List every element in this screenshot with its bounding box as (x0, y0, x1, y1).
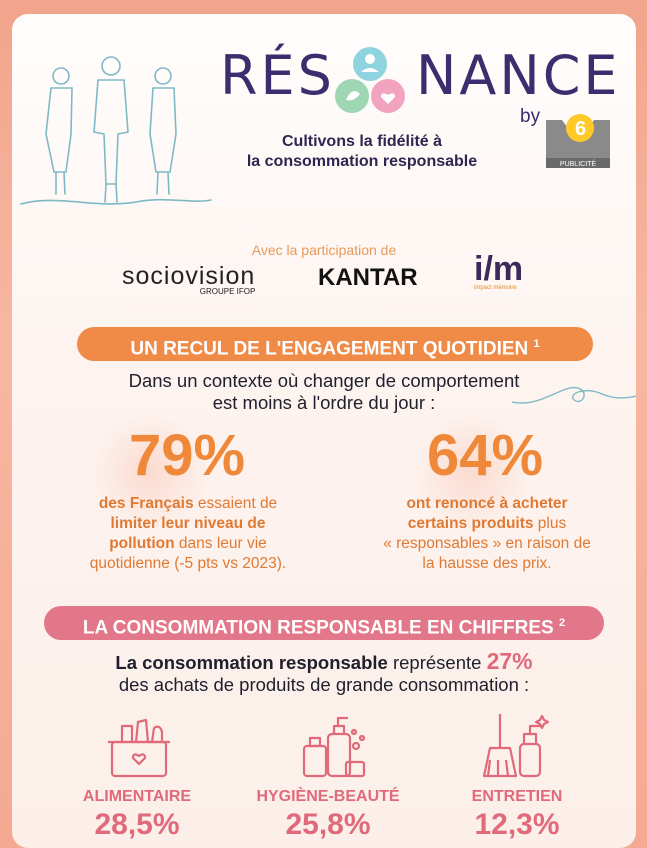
cosmetics-icon (302, 716, 366, 778)
infographic-card: RÉS NANCE by 6 PUBLICITÉ Cultivons la fi… (12, 14, 636, 848)
tagline-line-2: la consommation responsable (246, 153, 478, 170)
section2-intro: La consommation responsable représente 2… (32, 650, 616, 696)
sociovision-text-b: vision (185, 262, 256, 290)
section2-total-pct: 27% (486, 648, 533, 674)
section2-line1-rest: représente (387, 652, 487, 673)
stat1-value: 79% (128, 423, 246, 488)
category-value-cleaning: 12,3% (474, 808, 560, 841)
glow-left (90, 412, 210, 532)
section1-note: 1 (533, 338, 540, 350)
stat1-description: des Français essaient de limiter leur ni… (50, 494, 326, 574)
cleaning-broom-icon (482, 714, 550, 778)
glow-right (412, 412, 532, 532)
sociovision-text-a: socio (122, 262, 186, 290)
svg-text:6: 6 (575, 118, 586, 140)
sociovision-sub: GROUPE IFOP (199, 287, 256, 296)
stat2-line2-bold: certains produits (407, 515, 534, 532)
brand-badge-text: PUBLICITÉ (560, 159, 597, 168)
stat1-line3-rest: dans leur vie (174, 535, 267, 552)
by-label: by (520, 106, 541, 127)
category-label-cleaning: ENTRETIEN (471, 788, 563, 805)
resonance-logo-icon (335, 47, 405, 113)
stat2-value: 64% (426, 423, 544, 488)
im-text: i/m (474, 250, 524, 288)
logo-text-left: RÉS (220, 44, 335, 107)
section2-title: LA CONSOMMATION RESPONSABLE EN CHIFFRES (82, 617, 554, 639)
stat2-line4: la hausse des prix. (422, 555, 552, 572)
section2-line2: des achats de produits de grande consomm… (118, 674, 530, 695)
stat2-line3: « responsables » en raison de (383, 535, 591, 552)
stat1-line1-bold: des Français (98, 495, 194, 512)
category-label-food: ALIMENTAIRE (82, 788, 192, 805)
kantar-logo: KANTAR (318, 264, 418, 291)
participation-label: Avec la participation de (251, 242, 397, 258)
im-sub: impact mémoire (474, 285, 517, 291)
m6-publicite-logo: 6 PUBLICITÉ (546, 114, 610, 168)
category-value-food: 28,5% (94, 808, 180, 841)
logo-text-right: NANCE (416, 44, 621, 107)
stat2-line2-rest: plus (533, 515, 567, 532)
stat2-line1: ont renoncé à acheter (406, 495, 568, 512)
stat1-line2: limiter leur niveau de (110, 515, 266, 532)
stat1-line1-rest: essaient de (193, 495, 278, 512)
family-illustration (20, 56, 212, 205)
category-label-hygiene: HYGIÈNE-BEAUTÉ (256, 788, 400, 805)
decorative-swirl (512, 386, 636, 404)
grocery-basket-icon (108, 718, 170, 778)
stat2-description: ont renoncé à acheter certains produits … (356, 494, 618, 574)
category-value-hygiene: 25,8% (285, 808, 371, 841)
tagline: Cultivons la fidélité à la consommation … (202, 132, 522, 172)
section1-title: UN RECUL DE L'ENGAGEMENT QUOTIDIEN (130, 338, 529, 360)
tagline-line-1: Cultivons la fidélité à (281, 133, 443, 150)
section2-note: 2 (558, 617, 566, 629)
section1-banner: UN RECUL DE L'ENGAGEMENT QUOTIDIEN 1 (77, 327, 593, 361)
section1-intro-line-2: est moins à l'ordre du jour : (212, 392, 436, 413)
stat1-line3-bold: pollution (109, 535, 175, 552)
sociovision-logo: sociovision GROUPE IFOP (122, 262, 255, 296)
impact-memoire-logo: i/m impact mémoire (474, 250, 523, 291)
section2-line1-bold: La consommation responsable (115, 652, 388, 673)
section1-intro: Dans un contexte où changer de comportem… (52, 370, 596, 414)
stat1-line4: quotidienne (-5 pts vs 2023). (89, 555, 287, 572)
section2-banner: LA CONSOMMATION RESPONSABLE EN CHIFFRES … (44, 606, 604, 640)
section1-intro-line-1: Dans un contexte où changer de comportem… (128, 370, 520, 391)
